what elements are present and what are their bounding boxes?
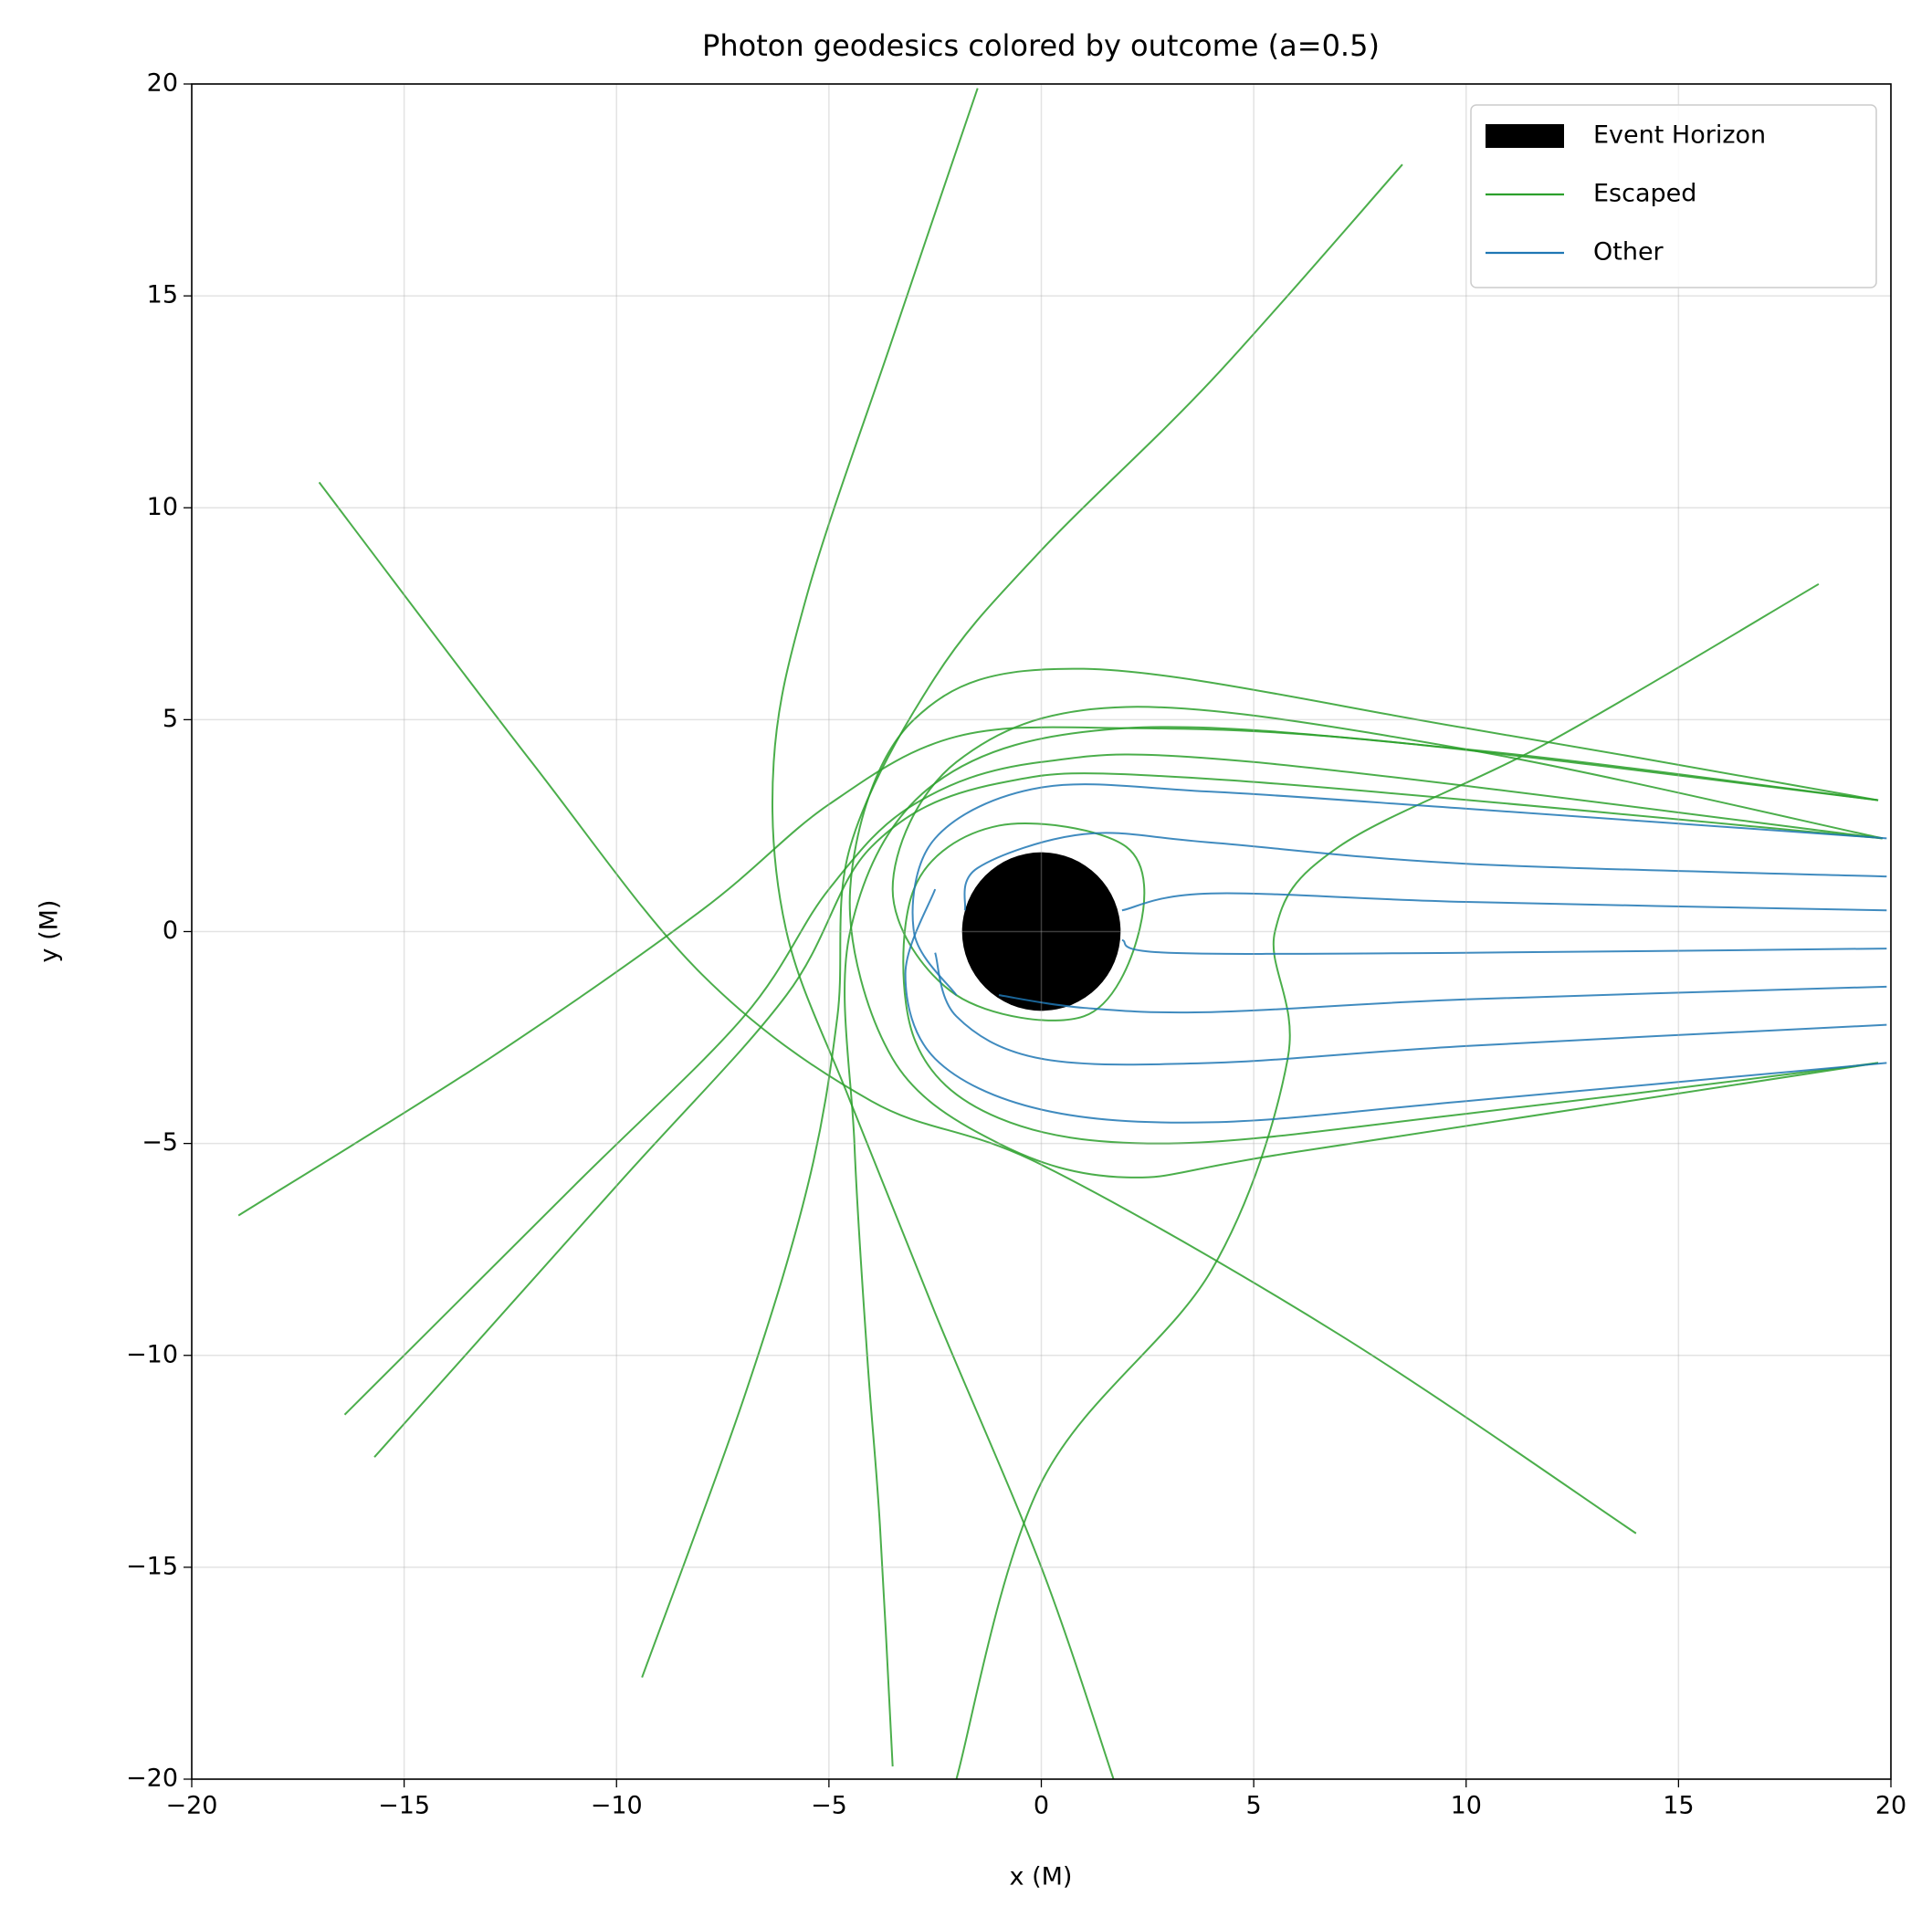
- legend-label: Escaped: [1593, 180, 1696, 208]
- x-tick-label: −15: [378, 1792, 430, 1820]
- trajectory: [848, 667, 1879, 1178]
- legend-box: [1470, 104, 1877, 288]
- trajectory: [318, 481, 1637, 1535]
- trajectory: [237, 726, 1879, 1217]
- x-axis-label: x (M): [1010, 1863, 1073, 1891]
- trajectory: [891, 706, 1883, 1145]
- event-horizon: [961, 852, 1121, 1011]
- legend-label: Other: [1593, 238, 1664, 267]
- y-tick-label: −10: [126, 1340, 178, 1368]
- y-tick-label: 5: [163, 705, 178, 733]
- x-tick-label: −20: [166, 1792, 218, 1820]
- x-tick-label: 0: [1034, 1792, 1049, 1820]
- trajectory: [963, 832, 1887, 911]
- legend-label: Event Horizon: [1593, 121, 1766, 150]
- y-tick-label: −5: [142, 1128, 178, 1157]
- trajectory: [1121, 892, 1887, 912]
- x-tick-label: 15: [1663, 1792, 1694, 1820]
- trajectory: [934, 952, 1887, 1066]
- plot-frame: [191, 83, 1892, 1780]
- trajectory: [343, 753, 1883, 1416]
- x-tick-label: −5: [811, 1792, 847, 1820]
- y-axis-label: y (M): [36, 900, 64, 963]
- y-tick-label: 20: [147, 69, 178, 98]
- trajectory: [998, 985, 1887, 1014]
- trajectory: [641, 163, 1403, 1678]
- x-tick-label: 5: [1246, 1792, 1262, 1820]
- y-tick-label: 0: [163, 917, 178, 945]
- x-tick-label: 10: [1451, 1792, 1482, 1820]
- x-tick-label: 20: [1875, 1792, 1906, 1820]
- trajectory: [904, 888, 1887, 1124]
- y-tick-label: −15: [126, 1552, 178, 1580]
- trajectory: [955, 582, 1820, 1779]
- trajectory: [911, 783, 1887, 996]
- y-tick-label: −20: [126, 1765, 178, 1793]
- trajectory: [373, 772, 1883, 1458]
- trajectory: [1121, 938, 1887, 955]
- y-tick-label: 15: [147, 281, 178, 309]
- y-tick-label: 10: [147, 493, 178, 521]
- chart-title: Photon geodesics colored by outcome (a=0…: [702, 28, 1380, 63]
- x-tick-label: −10: [591, 1792, 643, 1820]
- trajectory: [771, 88, 1115, 1779]
- legend-swatch: [1486, 124, 1564, 148]
